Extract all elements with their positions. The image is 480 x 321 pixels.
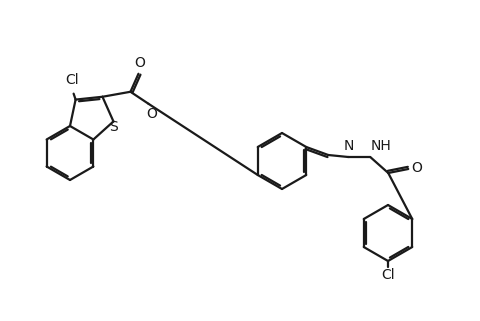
Text: Cl: Cl: [65, 73, 79, 87]
Text: O: O: [134, 56, 144, 70]
Text: O: O: [146, 107, 156, 121]
Text: NH: NH: [370, 139, 391, 153]
Text: N: N: [343, 139, 353, 153]
Text: Cl: Cl: [380, 268, 394, 282]
Text: S: S: [109, 120, 118, 134]
Text: O: O: [410, 161, 421, 175]
